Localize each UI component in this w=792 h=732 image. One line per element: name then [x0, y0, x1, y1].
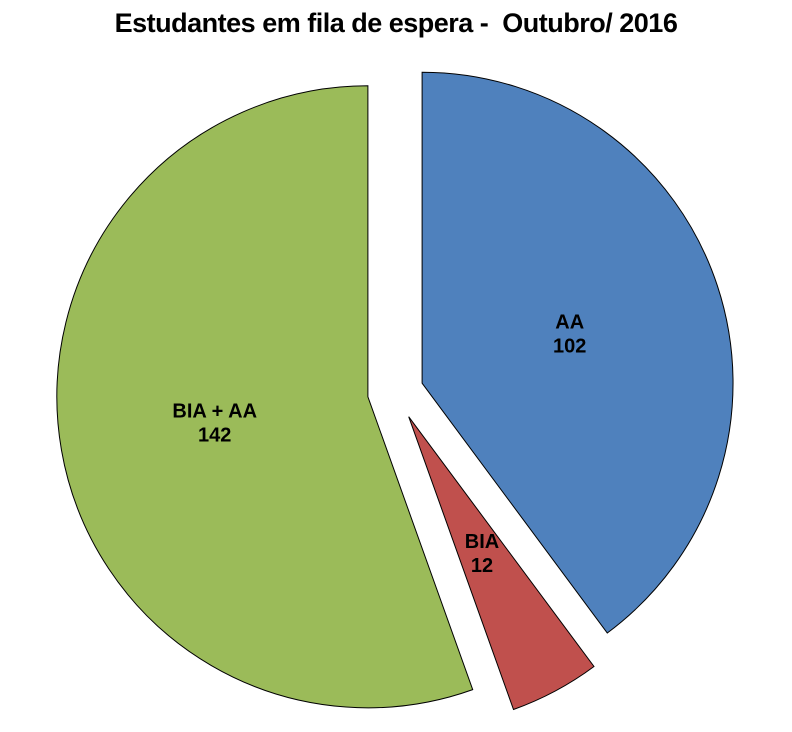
pie-slice-label-bia-aa: BIA + AA	[172, 400, 257, 422]
pie-slice-bia-aa	[56, 85, 474, 709]
pie-slice-aa	[421, 71, 734, 634]
pie-slice-label-aa: AA	[555, 311, 584, 333]
pie-slice-value-bia: 12	[471, 555, 493, 577]
pie-slice-value-aa: 102	[553, 335, 586, 357]
pie-slice-bia	[408, 416, 595, 711]
chart-title: Estudantes em fila de espera - Outubro/ …	[114, 8, 678, 38]
pie-slice-label-bia: BIA	[465, 531, 499, 553]
pie-slice-value-bia-aa: 142	[198, 424, 231, 446]
